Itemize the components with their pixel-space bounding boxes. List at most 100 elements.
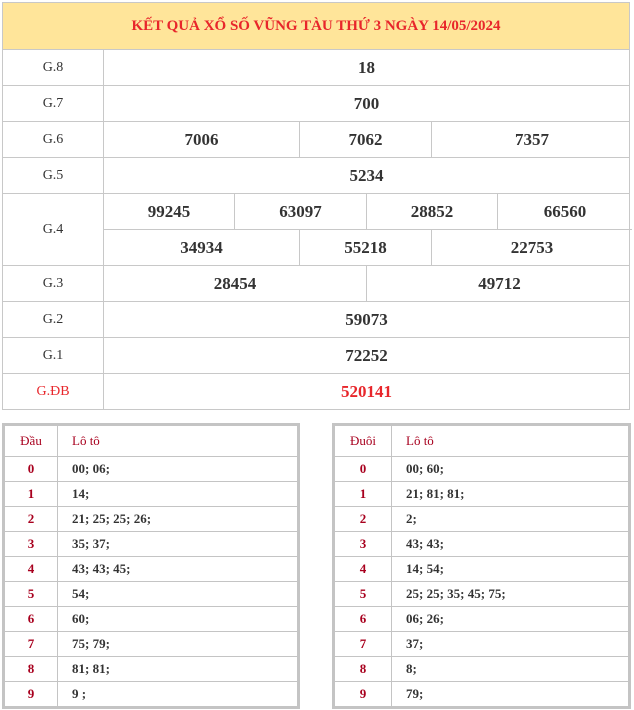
- prize-number: 28852: [367, 194, 498, 229]
- prize-label: G.6: [3, 122, 104, 157]
- prize-number: 59073: [345, 309, 388, 329]
- dau-key: 6: [3, 606, 58, 632]
- dau-values: 14;: [57, 481, 299, 507]
- duoi-key: 9: [333, 681, 392, 708]
- duoi-row: 3 43; 43;: [333, 531, 630, 557]
- prize-label: G.ĐB: [3, 374, 104, 409]
- dau-values: 81; 81;: [57, 656, 299, 682]
- duoi-values: 8;: [391, 656, 630, 682]
- duoi-row: 5 25; 25; 35; 45; 75;: [333, 581, 630, 607]
- duoi-key: 2: [333, 506, 392, 532]
- duoi-key: 1: [333, 481, 392, 507]
- prize-row: G.8 18: [3, 50, 629, 86]
- duoi-key: 6: [333, 606, 392, 632]
- dau-value-header: Lô tô: [57, 424, 299, 457]
- duoi-row: 8 8;: [333, 656, 630, 682]
- dau-values: 35; 37;: [57, 531, 299, 557]
- prize-number: 55218: [300, 230, 432, 265]
- dau-key: 4: [3, 556, 58, 582]
- dau-table: Đầu Lô tô 0 00; 06; 1 14; 2 21; 25; 25; 26; 3 35;…: [2, 423, 300, 709]
- duoi-value-header: Lô tô: [391, 424, 630, 457]
- prize-label: G.2: [3, 302, 104, 337]
- dau-key-header: Đầu: [3, 424, 58, 457]
- dau-row: 8 81; 81;: [3, 656, 299, 682]
- prize-row: G.3 28454 49712: [3, 266, 629, 302]
- prize-number: 66560: [543, 201, 587, 221]
- duoi-values: 25; 25; 35; 45; 75;: [391, 581, 630, 607]
- duoi-row: 6 06; 26;: [333, 606, 630, 632]
- dau-key: 0: [3, 456, 58, 482]
- duoi-row: 4 14; 54;: [333, 556, 630, 582]
- dau-row: 6 60;: [3, 606, 299, 632]
- results-table: KẾT QUẢ XỔ SỐ VŨNG TÀU THỨ 3 NGÀY 14/05/…: [2, 2, 632, 410]
- dau-row: 4 43; 43; 45;: [3, 556, 299, 582]
- duoi-values: 14; 54;: [391, 556, 630, 582]
- prize-label: G.7: [3, 86, 104, 121]
- prize-row: G.1 72252: [3, 338, 629, 374]
- duoi-values: 00; 60;: [391, 456, 630, 482]
- prize-number: 99245: [104, 194, 235, 229]
- dau-values: 9 ;: [57, 681, 299, 708]
- prize-number: 7062: [300, 122, 432, 157]
- prize-number: 520141: [341, 381, 392, 401]
- duoi-row: 7 37;: [333, 631, 630, 657]
- prize-number: 18: [358, 57, 375, 77]
- dau-row: 0 00; 06;: [3, 456, 299, 482]
- prize-row: G.6 7006 7062 7357: [3, 122, 629, 158]
- prize-number: 63097: [235, 194, 367, 229]
- dau-row: 7 75; 79;: [3, 631, 299, 657]
- prize-row: G.5 5234: [3, 158, 629, 194]
- prize-number: 22753: [510, 237, 554, 257]
- dau-values: 21; 25; 25; 26;: [57, 506, 299, 532]
- prize-label: G.5: [3, 158, 104, 193]
- dau-key: 5: [3, 581, 58, 607]
- prize-number: 49712: [478, 273, 521, 293]
- dau-key: 2: [3, 506, 58, 532]
- prize-number: 72252: [345, 345, 388, 365]
- dau-row: 3 35; 37;: [3, 531, 299, 557]
- dau-key: 8: [3, 656, 58, 682]
- prize-row: G.7 700: [3, 86, 629, 122]
- prize-label: G.1: [3, 338, 104, 373]
- duoi-values: 06; 26;: [391, 606, 630, 632]
- prize-number: 700: [353, 93, 380, 113]
- results-title: KẾT QUẢ XỔ SỐ VŨNG TÀU THỨ 3 NGÀY 14/05/…: [3, 3, 629, 50]
- prize-row: G.4 99245 63097 28852 66560 34934 55218 22753: [3, 194, 632, 266]
- prize-number: 7006: [104, 122, 300, 157]
- duoi-values: 21; 81; 81;: [391, 481, 630, 507]
- duoi-values: 79;: [391, 681, 630, 708]
- prize-number: 28454: [104, 266, 367, 301]
- duoi-key: 8: [333, 656, 392, 682]
- dau-key: 1: [3, 481, 58, 507]
- dau-header-row: Đầu Lô tô: [3, 424, 299, 457]
- duoi-key: 5: [333, 581, 392, 607]
- duoi-values: 43; 43;: [391, 531, 630, 557]
- prize-number: 5234: [349, 165, 384, 185]
- dau-row: 2 21; 25; 25; 26;: [3, 506, 299, 532]
- duoi-key: 4: [333, 556, 392, 582]
- dau-row: 5 54;: [3, 581, 299, 607]
- prize-label: G.3: [3, 266, 104, 301]
- duoi-row: 0 00; 60;: [333, 456, 630, 482]
- dau-row: 1 14;: [3, 481, 299, 507]
- dau-key: 9: [3, 681, 58, 708]
- duoi-key: 7: [333, 631, 392, 657]
- duoi-key: 0: [333, 456, 392, 482]
- duoi-key: 3: [333, 531, 392, 557]
- dau-key: 7: [3, 631, 58, 657]
- dau-values: 43; 43; 45;: [57, 556, 299, 582]
- dau-key: 3: [3, 531, 58, 557]
- prize-label: G.8: [3, 50, 104, 85]
- prize-number: 34934: [104, 230, 300, 265]
- prize-row: G.2 59073: [3, 302, 629, 338]
- prize-label: G.4: [3, 194, 104, 265]
- prize-number: 7357: [515, 129, 549, 149]
- duoi-header-row: Đuôi Lô tô: [333, 424, 630, 457]
- dau-values: 00; 06;: [57, 456, 299, 482]
- prize-row: G.ĐB 520141: [3, 374, 629, 409]
- duoi-table: Đuôi Lô tô 0 00; 60; 1 21; 81; 81; 2 2; 3 43; 43…: [332, 423, 631, 709]
- duoi-row: 2 2;: [333, 506, 630, 532]
- dau-values: 75; 79;: [57, 631, 299, 657]
- duoi-row: 1 21; 81; 81;: [333, 481, 630, 507]
